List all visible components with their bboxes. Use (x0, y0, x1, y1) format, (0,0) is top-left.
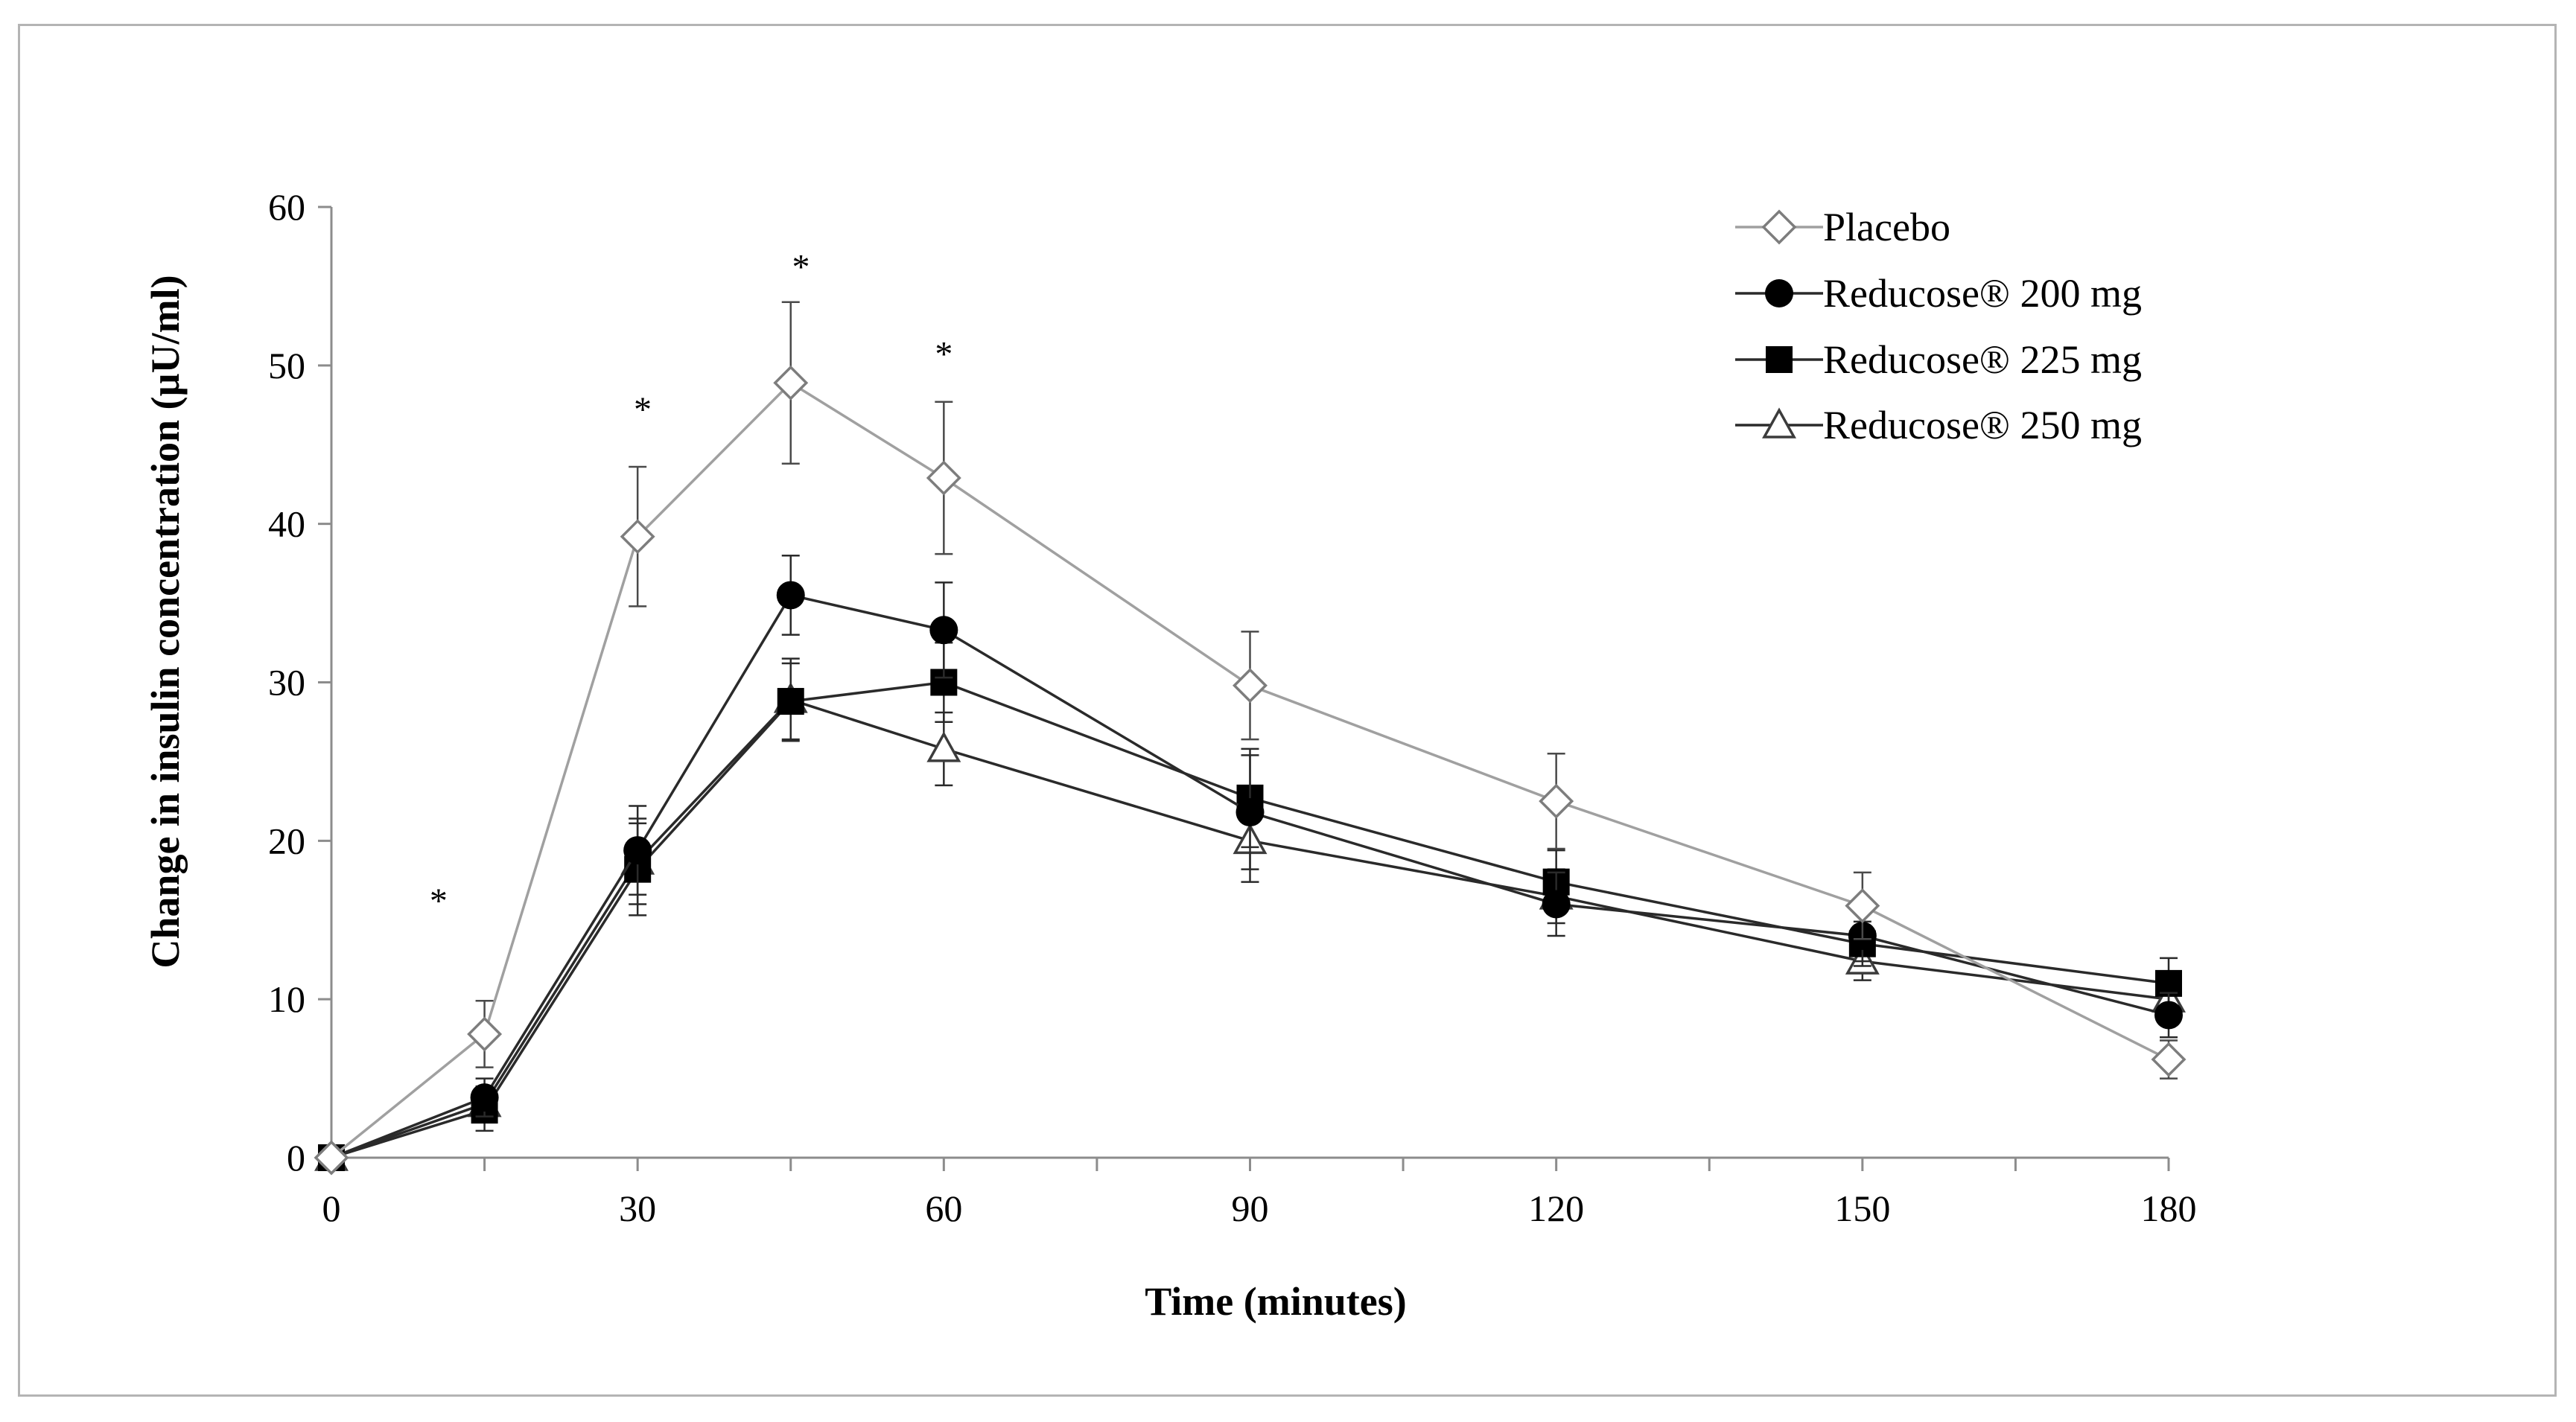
legend-label-reducose-200: Reducose® 200 mg (1823, 271, 2142, 316)
y-tick-label: 40 (268, 503, 305, 545)
legend-label-reducose-225: Reducose® 225 mg (1823, 337, 2142, 382)
legend-marker-reducose-250 (1762, 407, 1796, 439)
legend-label-placebo: Placebo (1823, 205, 1950, 249)
data-point (1539, 783, 1574, 819)
data-point (467, 1016, 503, 1052)
x-tick-label: 90 (1232, 1187, 1269, 1229)
legend-marker-shape (1762, 407, 1796, 439)
figure-frame (18, 24, 2557, 1397)
data-point (620, 519, 655, 555)
x-tick-label: 120 (1528, 1187, 1584, 1229)
data-point (1233, 668, 1268, 704)
data-point (773, 365, 809, 401)
data-point (623, 836, 652, 865)
axes: 0 10 20 30 40 50 60 0 30 60 90 120 150 180 (268, 186, 2197, 1229)
data-point (1235, 798, 1265, 827)
x-tick-label: 180 (2141, 1187, 2197, 1229)
legend-marker-reducose-200 (1765, 279, 1793, 307)
series-layer (314, 301, 2187, 1176)
annotations: * * * * (430, 247, 953, 920)
legend-marker-shape (1765, 279, 1793, 307)
y-axis-title: Change in insulin concentration (µU/ml) (143, 275, 188, 968)
significance-star: * (792, 247, 810, 287)
data-point (2154, 1001, 2183, 1030)
x-tick-label: 30 (619, 1187, 656, 1229)
y-tick-label: 10 (268, 978, 305, 1020)
data-point (314, 1140, 349, 1176)
data-point (777, 688, 804, 715)
data-point (929, 616, 958, 645)
data-point (2151, 1042, 2187, 1077)
y-tick-label: 20 (268, 820, 305, 861)
legend-marker-placebo (1761, 209, 1797, 245)
legend-item-reducose-225: Reducose® 225 mg (1735, 337, 2142, 382)
data-point (926, 731, 961, 762)
data-point (470, 1083, 499, 1112)
y-tick-label: 50 (268, 345, 305, 386)
data-point (776, 581, 805, 610)
legend-marker-shape (1766, 346, 1793, 373)
legend-item-reducose-250: Reducose® 250 mg (1735, 403, 2142, 447)
legend-item-placebo: Placebo (1735, 205, 1950, 249)
legend-label-reducose-250: Reducose® 250 mg (1823, 403, 2142, 447)
series-0 (314, 301, 2187, 1176)
legend-marker-reducose-225 (1766, 346, 1793, 373)
y-tick-label: 0 (287, 1137, 305, 1179)
significance-star: * (634, 390, 652, 430)
x-tick-label: 0 (322, 1187, 341, 1229)
x-tick-label: 60 (925, 1187, 962, 1229)
y-tick-label: 60 (268, 186, 305, 228)
data-point (1542, 890, 1571, 919)
legend-marker-shape (1761, 209, 1797, 245)
legend: Placebo Reducose® 200 mg Reducose® 225 m… (1735, 205, 2142, 447)
data-point (1845, 888, 1880, 924)
y-tick-label: 30 (268, 662, 305, 704)
legend-item-reducose-200: Reducose® 200 mg (1735, 271, 2142, 316)
data-point (926, 460, 961, 496)
x-axis-title: Time (minutes) (1145, 1279, 1406, 1324)
x-tick-label: 150 (1834, 1187, 1890, 1229)
significance-star: * (430, 881, 448, 921)
significance-star: * (935, 335, 953, 374)
